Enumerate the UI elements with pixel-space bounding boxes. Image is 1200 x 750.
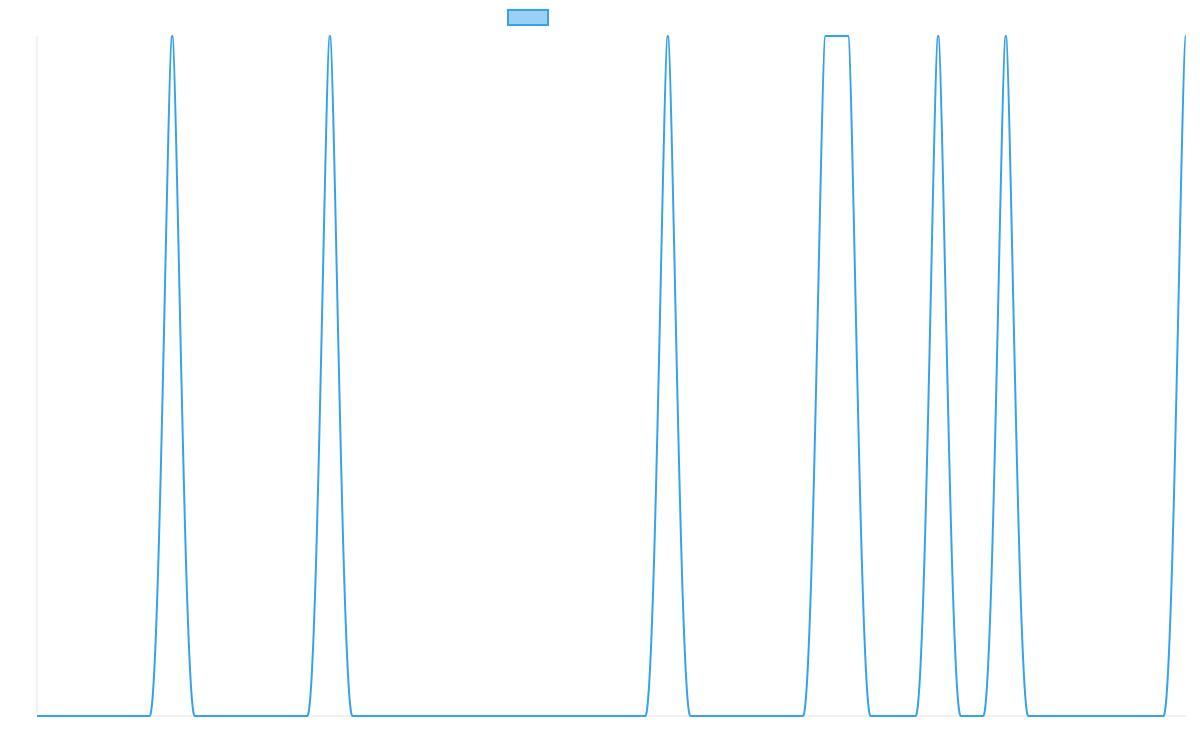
series-line — [37, 35, 1187, 717]
series-layer — [37, 35, 1187, 717]
axes — [36, 36, 1186, 717]
legend[interactable] — [507, 9, 549, 26]
legend-swatch[interactable] — [507, 9, 549, 26]
